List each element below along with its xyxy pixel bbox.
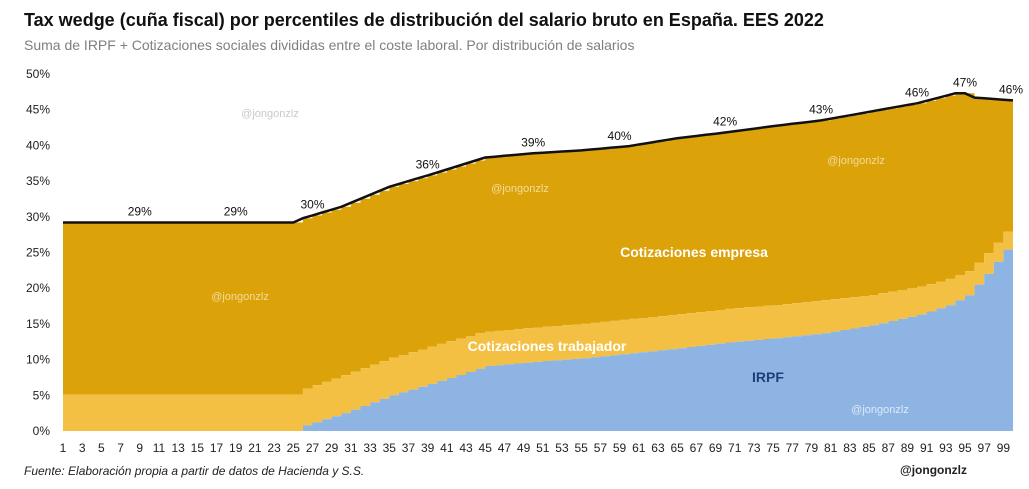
x-tick-label: 49 <box>517 441 531 455</box>
x-tick-label: 63 <box>651 441 665 455</box>
data-label: 46% <box>999 82 1023 96</box>
label-irpf: IRPF <box>752 369 784 385</box>
x-tick-label: 9 <box>136 441 143 455</box>
data-label: 46% <box>905 85 929 99</box>
x-tick-label: 67 <box>690 441 704 455</box>
area-cotizaciones-trabajador <box>63 231 1013 431</box>
x-tick-label: 37 <box>402 441 416 455</box>
y-tick-label: 10% <box>26 353 50 367</box>
author-handle: @jongonzlz <box>900 463 968 477</box>
data-label: 30% <box>300 197 324 211</box>
x-tick-label: 47 <box>498 441 512 455</box>
x-tick-label: 73 <box>747 441 761 455</box>
area-cotizaciones-empresa <box>63 93 1013 395</box>
data-label: 29% <box>128 205 152 219</box>
x-tick-label: 31 <box>344 441 358 455</box>
watermark: @jongonzlz <box>241 108 299 120</box>
x-tick-label: 97 <box>978 441 992 455</box>
x-tick-label: 87 <box>882 441 896 455</box>
y-tick-label: 40% <box>26 138 50 152</box>
x-tick-label: 51 <box>536 441 550 455</box>
x-tick-label: 65 <box>670 441 684 455</box>
data-label: 42% <box>713 115 737 129</box>
label-cotizaciones-trabajador: Cotizaciones trabajador <box>468 338 627 354</box>
x-tick-label: 25 <box>287 441 301 455</box>
x-tick-label: 95 <box>958 441 972 455</box>
x-tick-label: 41 <box>440 441 454 455</box>
y-tick-label: 35% <box>26 174 50 188</box>
watermark: @jongonzlz <box>491 183 549 195</box>
y-tick-label: 0% <box>33 424 51 438</box>
x-tick-label: 5 <box>98 441 105 455</box>
x-tick-label: 53 <box>555 441 569 455</box>
x-tick-label: 83 <box>843 441 857 455</box>
x-tick-label: 27 <box>306 441 320 455</box>
x-tick-label: 69 <box>709 441 723 455</box>
data-label: 40% <box>608 129 632 143</box>
x-tick-label: 99 <box>997 441 1011 455</box>
source-note: Fuente: Elaboración propia a partir de d… <box>24 464 365 478</box>
total-tax-wedge-line <box>63 92 1014 224</box>
x-tick-label: 55 <box>575 441 589 455</box>
data-label: 43% <box>809 102 833 116</box>
x-tick-label: 71 <box>728 441 742 455</box>
x-tick-label: 79 <box>805 441 819 455</box>
x-tick-label: 61 <box>632 441 646 455</box>
x-tick-label: 23 <box>267 441 281 455</box>
x-tick-label: 85 <box>862 441 876 455</box>
data-label: 29% <box>224 205 248 219</box>
x-tick-label: 35 <box>383 441 397 455</box>
x-tick-label: 29 <box>325 441 339 455</box>
y-tick-label: 5% <box>33 388 51 402</box>
data-label: 39% <box>521 135 545 149</box>
data-label: 47% <box>953 75 977 89</box>
watermark: @jongonzlz <box>827 155 885 167</box>
area-irpf <box>63 248 1013 431</box>
x-tick-label: 1 <box>60 441 67 455</box>
x-tick-label: 89 <box>901 441 915 455</box>
x-tick-label: 19 <box>229 441 243 455</box>
x-tick-label: 81 <box>824 441 838 455</box>
x-tick-label: 21 <box>248 441 262 455</box>
x-tick-label: 57 <box>594 441 608 455</box>
y-tick-label: 25% <box>26 246 50 260</box>
y-tick-label: 30% <box>26 210 50 224</box>
x-tick-label: 15 <box>191 441 205 455</box>
x-tick-label: 33 <box>363 441 377 455</box>
x-tick-label: 39 <box>421 441 435 455</box>
watermark: @jongonzlz <box>851 404 909 416</box>
x-tick-label: 91 <box>920 441 934 455</box>
x-tick-label: 93 <box>939 441 953 455</box>
watermark: @jongonzlz <box>211 291 269 303</box>
x-tick-label: 11 <box>153 441 166 455</box>
x-tick-label: 59 <box>613 441 627 455</box>
x-tick-label: 7 <box>117 441 124 455</box>
x-tick-label: 13 <box>171 441 185 455</box>
x-tick-label: 43 <box>459 441 473 455</box>
label-cotizaciones-empresa: Cotizaciones empresa <box>620 244 768 260</box>
y-tick-label: 45% <box>26 103 50 117</box>
y-tick-label: 50% <box>26 67 50 81</box>
data-label: 36% <box>416 157 440 171</box>
x-tick-label: 45 <box>479 441 493 455</box>
y-tick-label: 20% <box>26 281 50 295</box>
x-tick-label: 75 <box>766 441 780 455</box>
y-tick-label: 15% <box>26 317 50 331</box>
chart-subtitle: Suma de IRPF + Cotizaciones sociales div… <box>24 37 635 53</box>
x-tick-label: 3 <box>79 441 86 455</box>
x-tick-label: 77 <box>786 441 800 455</box>
x-tick-label: 17 <box>210 441 224 455</box>
chart-title: Tax wedge (cuña fiscal) por percentiles … <box>24 10 824 30</box>
